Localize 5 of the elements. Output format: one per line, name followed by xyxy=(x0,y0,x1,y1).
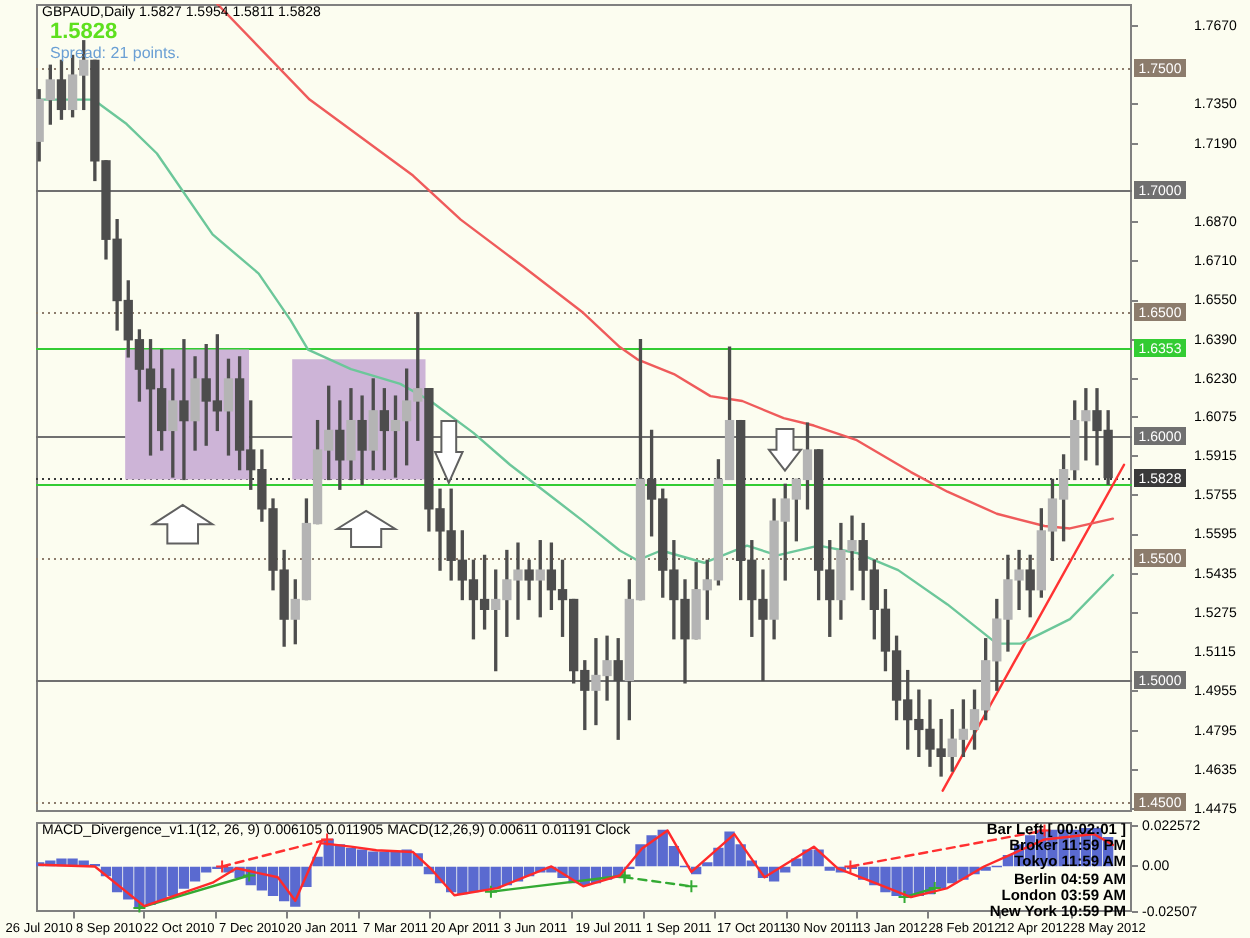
point xyxy=(843,859,858,874)
text: 1.5828 xyxy=(50,20,120,44)
candlestick xyxy=(179,339,189,481)
point xyxy=(684,879,699,894)
point xyxy=(215,859,230,874)
